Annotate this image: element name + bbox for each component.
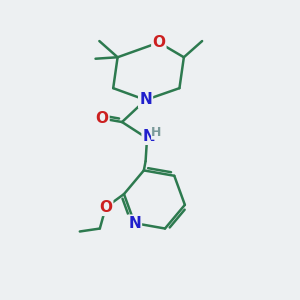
Text: H: H — [151, 126, 162, 140]
Text: O: O — [152, 35, 165, 50]
Text: N: N — [139, 92, 152, 107]
Text: O: O — [99, 200, 112, 215]
Text: N: N — [128, 216, 141, 231]
Text: N: N — [142, 129, 155, 144]
Text: O: O — [95, 111, 109, 126]
